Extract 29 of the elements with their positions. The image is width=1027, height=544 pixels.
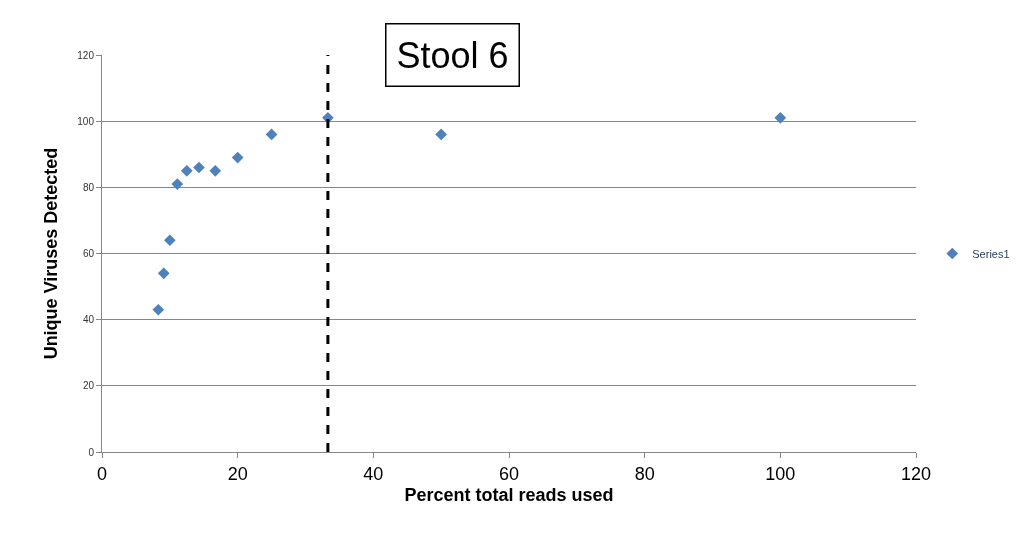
x-tick-label: 0 (96, 463, 108, 484)
x-tick-label: 100 (765, 463, 796, 484)
point (231, 151, 244, 164)
point (163, 234, 176, 247)
x-tick-label: 20 (227, 463, 248, 484)
y-tick-label: 60 (82, 248, 95, 259)
point (774, 112, 787, 124)
x-tick-label: 120 (900, 463, 932, 484)
y-tick-label: 80 (82, 181, 95, 193)
y-tick-label: 120 (77, 49, 95, 61)
point (193, 161, 205, 174)
y-axis-title: Unique Viruses Detected (40, 147, 61, 360)
point (435, 128, 448, 141)
x-tick-label: 80 (634, 463, 655, 484)
point (157, 267, 170, 280)
x-tick-label: 40 (363, 463, 384, 484)
y-tick-label: 40 (82, 314, 95, 326)
point (171, 178, 184, 190)
legend-label: Series1 (972, 247, 1010, 260)
chart-title: Stool 6 (396, 34, 509, 76)
point (209, 164, 222, 177)
y-tick-label: 100 (77, 115, 95, 127)
point (265, 128, 278, 141)
x-axis-title: Percent total reads used (404, 484, 614, 505)
y-tick-label: 0 (88, 446, 95, 458)
y-tick-label: 20 (82, 380, 95, 392)
point (152, 303, 165, 316)
point (180, 164, 193, 177)
x-tick-label: 60 (498, 463, 520, 484)
